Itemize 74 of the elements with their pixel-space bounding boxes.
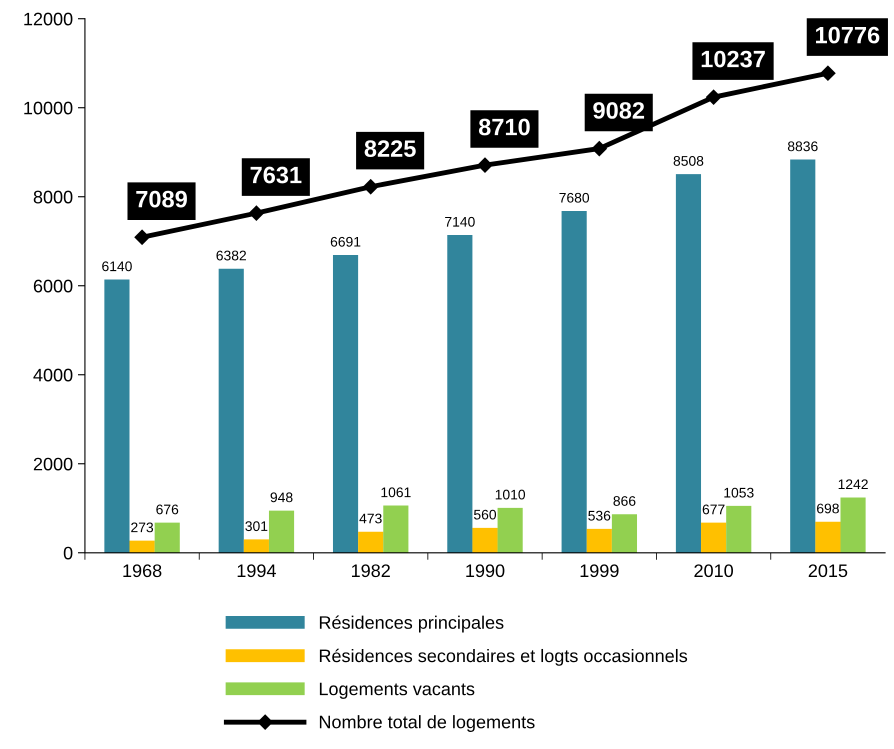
data-label: 10776	[816, 26, 880, 44]
data-label: 8836	[788, 141, 818, 152]
data-label: 677	[702, 504, 724, 514]
data-label: 6691	[330, 236, 360, 247]
bar	[726, 506, 752, 553]
point	[706, 90, 722, 105]
data-label: 7631	[250, 166, 302, 184]
legend-label: Résidences secondaires et logts occasionnels	[320, 648, 688, 666]
y-tick-label: 4000	[33, 368, 72, 382]
data-label: 7089	[136, 190, 187, 208]
bar	[358, 532, 384, 553]
data-label: 1010	[496, 490, 526, 500]
x-tick-label: 1968	[123, 564, 162, 578]
bar	[332, 254, 358, 553]
point	[248, 206, 264, 221]
bar	[586, 528, 612, 553]
data-label: 473	[359, 514, 382, 524]
bar	[268, 510, 294, 553]
data-label: 6382	[216, 250, 246, 260]
x-tick-label: 1982	[352, 564, 390, 578]
bar	[383, 506, 408, 553]
data-label: 10237	[702, 50, 765, 68]
x-tick-label: 2015	[808, 564, 848, 578]
bar	[104, 280, 130, 553]
data-label: 6140	[102, 261, 132, 272]
y-tick-label: 6000	[34, 280, 72, 292]
data-label: 8225	[364, 140, 416, 157]
data-label: 9082	[593, 102, 644, 119]
data-label: 273	[131, 522, 154, 532]
bar	[498, 508, 523, 553]
bar	[218, 268, 244, 553]
bar	[815, 522, 840, 553]
data-label: 1053	[724, 488, 754, 498]
y-tick-label: 12000	[24, 12, 72, 26]
bar	[562, 210, 587, 553]
data-label: 1061	[381, 487, 411, 498]
x-tick-label: 2010	[694, 564, 733, 578]
bar	[154, 522, 180, 553]
legend-label: Nombre total de logements	[320, 715, 535, 732]
y-tick-label: 10000	[24, 102, 72, 114]
point	[592, 141, 607, 156]
legend-label: Résidences principales	[320, 615, 504, 632]
x-tick-label: 1994	[238, 564, 276, 578]
bar	[790, 160, 816, 553]
data-label: 698	[817, 504, 839, 514]
data-label: 560	[474, 510, 496, 520]
point	[477, 158, 493, 173]
data-label: 1242	[838, 479, 868, 490]
bar	[472, 528, 498, 553]
data-label: 7140	[445, 216, 475, 227]
bar	[840, 497, 866, 553]
x-tick-label: 1990	[466, 564, 504, 578]
y-tick-label: 8000	[34, 190, 72, 204]
data-label: 8508	[674, 156, 704, 166]
bar	[447, 235, 472, 553]
bar	[701, 522, 726, 553]
point	[820, 66, 836, 81]
legend-label: Logements vacants	[320, 682, 474, 699]
bar	[676, 174, 702, 553]
data-label: 948	[270, 492, 293, 502]
data-label: 8710	[478, 118, 530, 136]
y-tick-label: 0	[64, 546, 72, 560]
bar	[130, 540, 155, 553]
data-label: 866	[613, 496, 636, 506]
point	[134, 230, 150, 245]
data-label: 301	[245, 521, 268, 532]
bar	[244, 539, 269, 553]
x-tick-label: 1999	[580, 564, 619, 578]
bar	[612, 514, 638, 553]
data-label: 536	[588, 510, 610, 521]
data-label: 676	[156, 504, 178, 514]
point	[363, 179, 378, 194]
y-tick-label: 2000	[34, 458, 72, 470]
data-label: 7680	[559, 192, 590, 203]
